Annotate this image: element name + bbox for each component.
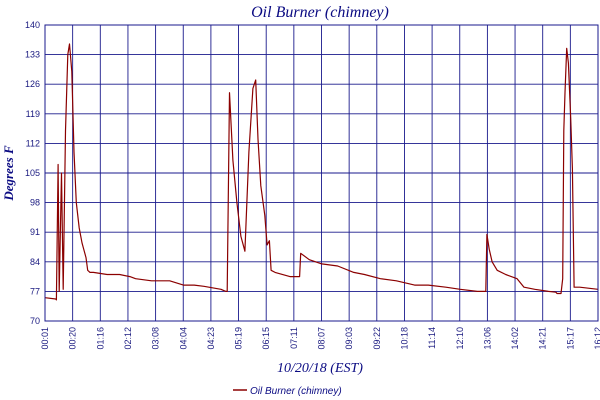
x-tick-label: 07:11: [289, 327, 299, 349]
y-tick-label: 140: [25, 20, 40, 30]
legend-label: Oil Burner (chimney): [250, 386, 342, 397]
x-tick-label: 03:08: [151, 327, 161, 350]
x-tick-label: 02:12: [123, 327, 133, 350]
x-tick-label: 04:23: [206, 327, 216, 350]
plot-area-border: [44, 24, 599, 322]
y-tick-label: 70: [30, 316, 40, 326]
x-tick-label: 08:07: [317, 327, 327, 350]
x-tick-label: 13:06: [482, 327, 492, 350]
x-tick-label: 04:04: [178, 327, 188, 350]
x-tick-label: 14:21: [538, 327, 548, 350]
y-tick-label: 77: [30, 286, 40, 296]
x-tick-label: 00:20: [68, 327, 78, 350]
x-tick-label: 12:10: [455, 327, 465, 350]
y-tick-label: 84: [30, 257, 40, 267]
x-tick-label: 11:14: [427, 327, 437, 349]
y-tick-label: 119: [26, 109, 40, 119]
y-tick-label: 126: [25, 79, 40, 89]
y-tick-label: 112: [26, 138, 40, 148]
chart-title: Oil Burner (chimney): [251, 4, 389, 21]
series-layer: [44, 43, 599, 301]
x-tick-labels: 00:01 00:20 01:16 02:12 03:08 04:04 04:23 05:19…: [40, 327, 600, 350]
x-tick-label: 00:01: [40, 327, 50, 350]
y-tick-label: 91: [30, 227, 40, 237]
y-axis-title: Degrees F: [1, 145, 16, 202]
x-tick-label: 16:12: [593, 327, 600, 350]
x-tick-label: 10:18: [399, 327, 409, 350]
x-tick-label: 09:22: [372, 327, 382, 350]
x-tick-label: 15:17: [565, 327, 575, 350]
y-tick-label: 105: [25, 168, 40, 178]
legend: Oil Burner (chimney): [233, 386, 342, 397]
x-tick-label: 05:19: [234, 327, 244, 350]
x-axis-title: 10/20/18 (EST): [277, 361, 363, 376]
series-line: [44, 43, 599, 301]
x-tick-label: 06:15: [261, 327, 271, 350]
x-tick-label: 14:02: [510, 327, 520, 350]
y-tick-labels: 70 77 84 91 98 105 112 119 126 133 140: [25, 20, 40, 326]
y-tick-label: 133: [25, 50, 40, 60]
y-tick-label: 98: [30, 198, 40, 208]
x-tick-label: 01:16: [95, 327, 105, 350]
x-tick-label: 09:03: [344, 327, 354, 350]
